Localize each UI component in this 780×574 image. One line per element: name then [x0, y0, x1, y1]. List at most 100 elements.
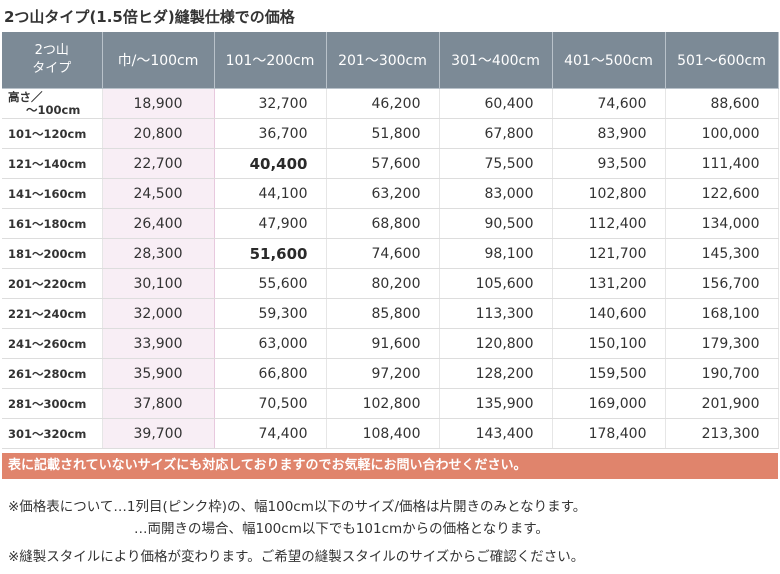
price-cell: 80,200: [326, 268, 440, 299]
price-cell: 122,600: [665, 178, 779, 209]
price-cell: 37,800: [101, 388, 215, 419]
price-cell: 68,800: [326, 208, 440, 239]
price-cell: 74,600: [326, 238, 440, 269]
row-header: 301〜320cm: [2, 418, 103, 449]
price-cell: 83,000: [439, 178, 553, 209]
price-cell: 32,000: [101, 298, 215, 329]
price-cell: 179,300: [665, 328, 779, 359]
price-cell: 120,800: [439, 328, 553, 359]
row-header: 高さ／ 〜100cm: [2, 88, 103, 119]
page-title: 2つ山タイプ(1.5倍ヒダ)縫製仕様での価格: [4, 8, 295, 26]
price-cell: 28,300: [101, 238, 215, 269]
price-cell: 159,500: [552, 358, 666, 389]
price-cell: 74,400: [214, 418, 327, 449]
note-double-opening: …両開きの場合、幅100cm以下でも101cmからの価格となります。: [134, 521, 549, 537]
corner-label-line2: タイプ: [32, 61, 72, 76]
price-cell: 36,700: [214, 118, 327, 149]
table-row: 141〜160cm 24,500 44,100 63,200 83,000 10…: [2, 178, 779, 209]
price-cell: 18,900: [101, 88, 215, 119]
table-row: 221〜240cm 32,000 59,300 85,800 113,300 1…: [2, 298, 779, 329]
corner-label-line1: 2つ山: [34, 43, 69, 58]
price-cell: 140,600: [552, 298, 666, 329]
price-cell: 85,800: [326, 298, 440, 329]
price-cell: 60,400: [439, 88, 553, 119]
price-cell: 190,700: [665, 358, 779, 389]
price-cell: 30,100: [101, 268, 215, 299]
price-cell: 143,400: [439, 418, 553, 449]
price-cell: 97,200: [326, 358, 440, 389]
price-cell: 111,400: [665, 148, 779, 179]
price-cell: 74,600: [552, 88, 666, 119]
price-cell: 44,100: [214, 178, 327, 209]
price-cell: 90,500: [439, 208, 553, 239]
price-cell: 47,900: [214, 208, 327, 239]
price-table: 2つ山 タイプ 巾/〜100cm 101〜200cm 201〜300cm 301…: [2, 32, 779, 449]
row-header: 141〜160cm: [2, 178, 103, 209]
table-row: 121〜140cm 22,700 40,400 57,600 75,500 93…: [2, 148, 779, 179]
column-header: 301〜400cm: [439, 32, 553, 89]
price-cell: 100,000: [665, 118, 779, 149]
table-row: 261〜280cm 35,900 66,800 97,200 128,200 1…: [2, 358, 779, 389]
table-row: 281〜300cm 37,800 70,500 102,800 135,900 …: [2, 388, 779, 419]
price-cell: 70,500: [214, 388, 327, 419]
table-row: 高さ／ 〜100cm 18,900 32,700 46,200 60,400 7…: [2, 88, 779, 119]
price-cell: 33,900: [101, 328, 215, 359]
row-header: 261〜280cm: [2, 358, 103, 389]
price-cell: 178,400: [552, 418, 666, 449]
price-cell: 46,200: [326, 88, 440, 119]
column-header: 401〜500cm: [552, 32, 666, 89]
price-cell: 213,300: [665, 418, 779, 449]
price-cell: 55,600: [214, 268, 327, 299]
price-cell: 75,500: [439, 148, 553, 179]
price-cell: 150,100: [552, 328, 666, 359]
price-cell: 134,000: [665, 208, 779, 239]
header-row: 2つ山 タイプ 巾/〜100cm 101〜200cm 201〜300cm 301…: [2, 32, 779, 89]
price-cell: 83,900: [552, 118, 666, 149]
price-cell: 113,300: [439, 298, 553, 329]
price-cell: 102,800: [326, 388, 440, 419]
price-cell: 57,600: [326, 148, 440, 179]
price-cell: 40,400: [214, 148, 327, 179]
price-cell: 131,200: [552, 268, 666, 299]
price-cell: 35,900: [101, 358, 215, 389]
column-header: 101〜200cm: [214, 32, 327, 89]
row-header: 281〜300cm: [2, 388, 103, 419]
price-cell: 51,600: [214, 238, 327, 269]
price-cell: 20,800: [101, 118, 215, 149]
note-sewing-style: ※縫製スタイルにより価格が変わります。ご希望の縫製スタイルのサイズからご確認くだ…: [8, 549, 585, 565]
table-row: 101〜120cm 20,800 36,700 51,800 67,800 83…: [2, 118, 779, 149]
table-row: 181〜200cm 28,300 51,600 74,600 98,100 12…: [2, 238, 779, 269]
price-cell: 105,600: [439, 268, 553, 299]
column-header: 501〜600cm: [665, 32, 779, 89]
column-header: 巾/〜100cm: [102, 32, 215, 89]
row-label: 高さ／: [8, 89, 43, 104]
price-cell: 168,100: [665, 298, 779, 329]
table-row: 161〜180cm 26,400 47,900 68,800 90,500 11…: [2, 208, 779, 239]
price-cell: 201,900: [665, 388, 779, 419]
price-cell: 63,000: [214, 328, 327, 359]
row-header: 221〜240cm: [2, 298, 103, 329]
price-cell: 135,900: [439, 388, 553, 419]
price-cell: 24,500: [101, 178, 215, 209]
price-cell: 91,600: [326, 328, 440, 359]
price-cell: 98,100: [439, 238, 553, 269]
price-cell: 59,300: [214, 298, 327, 329]
table-row: 241〜260cm 33,900 63,000 91,600 120,800 1…: [2, 328, 779, 359]
contact-banner: 表に記載されていないサイズにも対応しておりますのでお気軽にお問い合わせください。: [2, 453, 778, 479]
table-row: 201〜220cm 30,100 55,600 80,200 105,600 1…: [2, 268, 779, 299]
price-cell: 93,500: [552, 148, 666, 179]
row-header: 201〜220cm: [2, 268, 103, 299]
price-cell: 102,800: [552, 178, 666, 209]
price-cell: 32,700: [214, 88, 327, 119]
price-cell: 169,000: [552, 388, 666, 419]
price-cell: 66,800: [214, 358, 327, 389]
price-cell: 51,800: [326, 118, 440, 149]
column-header: 201〜300cm: [326, 32, 440, 89]
row-label-range: 〜100cm: [26, 102, 81, 117]
price-cell: 156,700: [665, 268, 779, 299]
row-header: 241〜260cm: [2, 328, 103, 359]
row-header: 181〜200cm: [2, 238, 103, 269]
row-header: 161〜180cm: [2, 208, 103, 239]
price-cell: 112,400: [552, 208, 666, 239]
price-cell: 88,600: [665, 88, 779, 119]
